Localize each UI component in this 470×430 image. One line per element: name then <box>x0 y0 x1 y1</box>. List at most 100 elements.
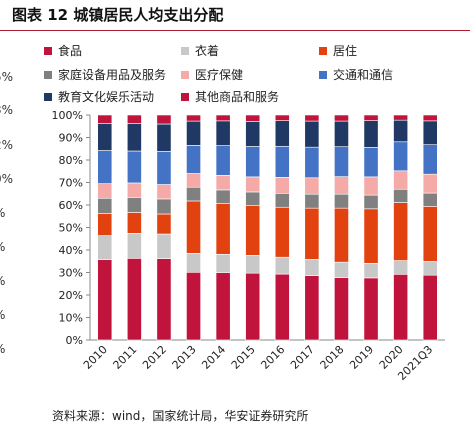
bar-segment <box>422 120 438 145</box>
bar-segment <box>304 114 320 122</box>
clipped-tick-label: % <box>0 308 5 322</box>
x-tick-label: 2014 <box>199 343 228 372</box>
legend-label: 居住 <box>333 44 358 58</box>
bar-segment <box>126 258 142 341</box>
legend-item-other: 其他商品和服务 <box>181 88 279 105</box>
bar-segment <box>334 176 349 195</box>
bar-segment <box>186 200 201 254</box>
bar-segment <box>304 177 320 195</box>
bar-segment <box>422 261 438 276</box>
clipped-tick-label: % <box>0 342 5 356</box>
bar-segment <box>334 207 349 263</box>
legend-swatch-clothing <box>181 46 189 55</box>
x-tick-label: 2017 <box>288 343 317 372</box>
bar-segment <box>156 123 172 152</box>
bar-segment <box>156 198 172 215</box>
bar-segment <box>274 120 290 147</box>
y-tick-label: 60% <box>59 199 83 212</box>
bar-segment <box>274 256 290 275</box>
y-tick-label: 10% <box>59 312 83 325</box>
chart-legend: 食品 衣着 居住 家庭设备用品及服务 医疗保健 交通和通信 教育文化娱乐活动 其… <box>44 42 464 112</box>
bar-segment <box>215 114 231 122</box>
bar-segment <box>126 182 142 198</box>
bar-segment <box>304 193 320 209</box>
legend-item-food: 食品 <box>44 42 82 59</box>
legend-swatch-other <box>181 92 189 101</box>
bar-segment <box>363 194 379 210</box>
bar-segment <box>97 183 113 199</box>
bar-segment <box>274 193 290 208</box>
legend-item-clothing: 衣着 <box>181 42 219 59</box>
y-tick-label: 90% <box>59 132 83 145</box>
clipped-tick-label: 2% <box>0 138 14 152</box>
legend-label: 食品 <box>58 44 83 58</box>
x-tick-label: 2011 <box>111 343 140 372</box>
bar-segment <box>363 176 379 196</box>
bar-segment <box>422 114 438 122</box>
bar-segment <box>393 114 409 121</box>
x-tick-label: 2013 <box>170 343 199 372</box>
bar-segment <box>156 213 172 235</box>
bar-segment <box>274 145 290 178</box>
bar-segment <box>363 147 379 178</box>
bar-segment <box>274 206 290 258</box>
legend-label: 教育文化娱乐活动 <box>58 90 155 104</box>
bar-segment <box>186 186 201 202</box>
bar-segment <box>97 235 113 260</box>
bar-segment <box>245 146 261 178</box>
legend-label: 衣着 <box>195 44 220 58</box>
bar-segment <box>334 261 349 278</box>
bar-segment <box>97 114 113 124</box>
bar-segment <box>156 258 172 341</box>
clipped-tick-label: 5% <box>0 70 14 84</box>
y-tick-label: 80% <box>59 154 83 167</box>
clipped-tick-label: 0% <box>0 172 14 186</box>
bar-segment <box>126 150 142 184</box>
bar-segment <box>186 145 201 174</box>
legend-item-education: 教育文化娱乐活动 <box>44 88 154 105</box>
x-tick-label: 2019 <box>347 343 376 372</box>
bar-segment <box>156 233 172 259</box>
bar-segment <box>156 151 172 185</box>
bar-segment <box>97 213 113 236</box>
bar-segment <box>304 207 320 260</box>
bar-segment <box>334 193 349 209</box>
bar-segment <box>422 173 438 194</box>
bar-segment <box>126 197 142 213</box>
legend-label: 医疗保健 <box>195 68 244 82</box>
bar-segment <box>186 114 201 122</box>
bar-segment <box>422 192 438 207</box>
bar-segment <box>215 145 231 176</box>
bar-segment <box>274 177 290 194</box>
bar-segment <box>245 121 261 147</box>
chart-title: 图表 12 城镇居民人均支出分配 <box>12 6 224 24</box>
y-tick-label: 20% <box>59 289 83 302</box>
bar-segment <box>156 114 172 125</box>
bar-segment <box>422 144 438 175</box>
legend-swatch-household <box>44 70 52 79</box>
legend-item-medical: 医疗保健 <box>181 66 243 83</box>
bar-segment <box>393 141 409 172</box>
bar-segment <box>334 277 349 341</box>
y-tick-label: 30% <box>59 267 83 280</box>
legend-item-household: 家庭设备用品及服务 <box>44 66 166 83</box>
title-divider <box>0 30 470 31</box>
bar-segment <box>97 150 113 184</box>
y-tick-label: 50% <box>59 222 83 235</box>
bar-segment <box>156 184 172 200</box>
bar-segment <box>97 259 113 341</box>
bar-segment <box>422 206 438 262</box>
clipped-tick-label: % <box>0 240 5 254</box>
title-bar: 图表 12 城镇居民人均支出分配 <box>0 0 470 31</box>
legend-label: 交通和通信 <box>333 68 394 82</box>
bar-segment <box>245 272 261 341</box>
y-tick-label: 0% <box>66 334 83 347</box>
bar-segment <box>393 202 409 261</box>
legend-item-transport: 交通和通信 <box>319 66 393 83</box>
bar-segment <box>245 255 261 274</box>
x-tick-label: 2016 <box>258 343 287 372</box>
bar-segment <box>304 146 320 179</box>
bar-segment <box>363 277 379 341</box>
bar-segment <box>186 271 201 341</box>
